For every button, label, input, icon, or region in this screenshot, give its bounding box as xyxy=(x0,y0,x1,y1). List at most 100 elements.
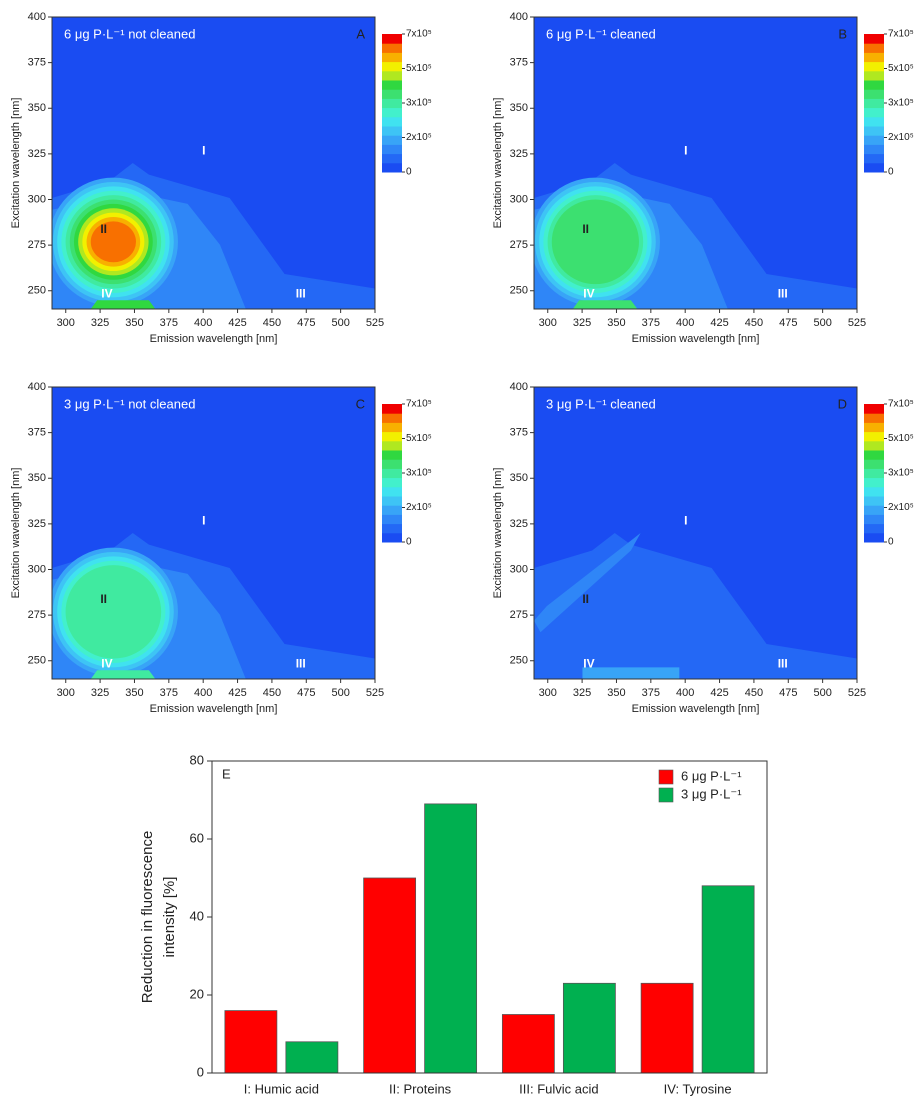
colorbar-band xyxy=(382,126,402,136)
colorbar-band xyxy=(382,404,402,414)
bar xyxy=(285,1041,339,1074)
colorbar-band xyxy=(864,80,884,90)
x-tick-label: 500 xyxy=(813,687,831,699)
x-tick-label: 450 xyxy=(745,687,763,699)
colorbar-band xyxy=(382,153,402,164)
y-tick-label: 275 xyxy=(28,239,46,251)
contour-band xyxy=(90,300,156,309)
colorbar-band xyxy=(864,422,884,433)
x-tick-label: 525 xyxy=(848,687,866,699)
x-tick-label: 350 xyxy=(607,687,625,699)
contour-plot xyxy=(534,17,857,309)
colorbar-band xyxy=(864,413,884,423)
y-tick-label: 250 xyxy=(28,285,46,297)
plot-frame xyxy=(211,760,768,1074)
contour-band xyxy=(582,667,680,679)
y-tick-label: 250 xyxy=(510,285,528,297)
y-tick-label: 275 xyxy=(510,609,528,621)
y-tick-label: 350 xyxy=(28,472,46,484)
colorbar-tick-label: 5x10⁵ xyxy=(888,433,914,444)
colorbar-tick-label: 2x10⁵ xyxy=(888,132,914,143)
x-tick-label: 500 xyxy=(813,317,831,329)
x-tick-label: 400 xyxy=(676,317,694,329)
x-tick-label: 375 xyxy=(160,317,178,329)
colorbar-band xyxy=(864,162,884,173)
x-tick-label: 300 xyxy=(57,317,75,329)
y-tick-label: 275 xyxy=(510,239,528,251)
region-label: II xyxy=(582,592,589,606)
bar xyxy=(640,982,694,1074)
colorbar-band xyxy=(382,98,402,109)
colorbar-tick-label: 0 xyxy=(888,537,894,548)
colorbar-band xyxy=(382,162,402,173)
colorbar-band xyxy=(864,440,884,451)
region-label: I xyxy=(684,143,687,157)
x-tick-label: 475 xyxy=(779,687,797,699)
colorbar-band xyxy=(864,153,884,164)
colorbar-band xyxy=(382,505,402,515)
colorbar-band xyxy=(864,532,884,543)
colorbar-band xyxy=(864,477,884,488)
colorbar-tick-label: 3x10⁵ xyxy=(888,98,914,109)
colorbar-band xyxy=(382,450,402,460)
colorbar-band xyxy=(864,431,884,442)
region-label: II xyxy=(100,592,107,606)
y-tick-label: 325 xyxy=(28,518,46,530)
y-tick-label: 400 xyxy=(510,11,528,23)
colorbar-band xyxy=(382,514,402,525)
region-label: II xyxy=(100,222,107,236)
region-label: II xyxy=(582,222,589,236)
colorbar-band xyxy=(382,135,402,145)
panel-letter: B xyxy=(838,26,847,41)
region-label: I xyxy=(684,513,687,527)
colorbar-band xyxy=(382,459,402,469)
y-tick-label: 300 xyxy=(28,563,46,575)
x-tick-label: 525 xyxy=(848,317,866,329)
x-tick-label: 400 xyxy=(676,687,694,699)
colorbar-band xyxy=(864,126,884,136)
y-tick-label: 300 xyxy=(510,563,528,575)
x-axis-label: Emission wavelength [nm] xyxy=(150,703,278,715)
colorbar-tick-label: 3x10⁵ xyxy=(888,468,914,479)
colorbar-tick-label: 0 xyxy=(888,167,894,178)
colorbar-band xyxy=(864,70,884,81)
x-tick-label: 425 xyxy=(710,317,728,329)
contour-band xyxy=(572,300,638,309)
panel-letter: A xyxy=(356,26,365,41)
colorbar-tick-label: 2x10⁵ xyxy=(406,502,432,513)
plot-frame xyxy=(51,16,376,310)
x-tick-label: 425 xyxy=(228,317,246,329)
colorbar-tick-label: 5x10⁵ xyxy=(406,433,432,444)
y-tick-label: 375 xyxy=(510,427,528,439)
colorbar-band xyxy=(382,43,402,53)
x-tick-label: 500 xyxy=(331,317,349,329)
contour-band xyxy=(534,533,857,679)
colorbar-tick-label: 3x10⁵ xyxy=(406,98,432,109)
x-tick-label: 500 xyxy=(331,687,349,699)
bar xyxy=(424,803,478,1074)
colorbar-tick-label: 7x10⁵ xyxy=(888,29,914,40)
contour-band xyxy=(551,199,639,285)
y-axis-label: intensity [%] xyxy=(161,877,178,958)
y-tick-label: 350 xyxy=(28,102,46,114)
x-tick-label: 325 xyxy=(573,317,591,329)
y-tick-label: 275 xyxy=(28,609,46,621)
bar xyxy=(363,877,417,1074)
x-tick-label: 475 xyxy=(297,317,315,329)
y-tick-label: 350 xyxy=(510,472,528,484)
colorbar-tick-label: 3x10⁵ xyxy=(406,468,432,479)
colorbar-band xyxy=(382,431,402,442)
x-tick-label: 450 xyxy=(745,317,763,329)
colorbar-band xyxy=(864,523,884,534)
colorbar-band xyxy=(382,523,402,534)
colorbar-band xyxy=(382,496,402,506)
colorbar-band xyxy=(382,52,402,63)
x-axis-label: Emission wavelength [nm] xyxy=(632,333,760,345)
region-label: IV xyxy=(101,286,112,300)
x-tick-label: 400 xyxy=(194,317,212,329)
x-tick-label: 400 xyxy=(194,687,212,699)
x-tick-label: 450 xyxy=(263,317,281,329)
region-label: III xyxy=(296,656,306,670)
colorbar-tick-label: 0 xyxy=(406,167,412,178)
region-label: III xyxy=(778,286,788,300)
